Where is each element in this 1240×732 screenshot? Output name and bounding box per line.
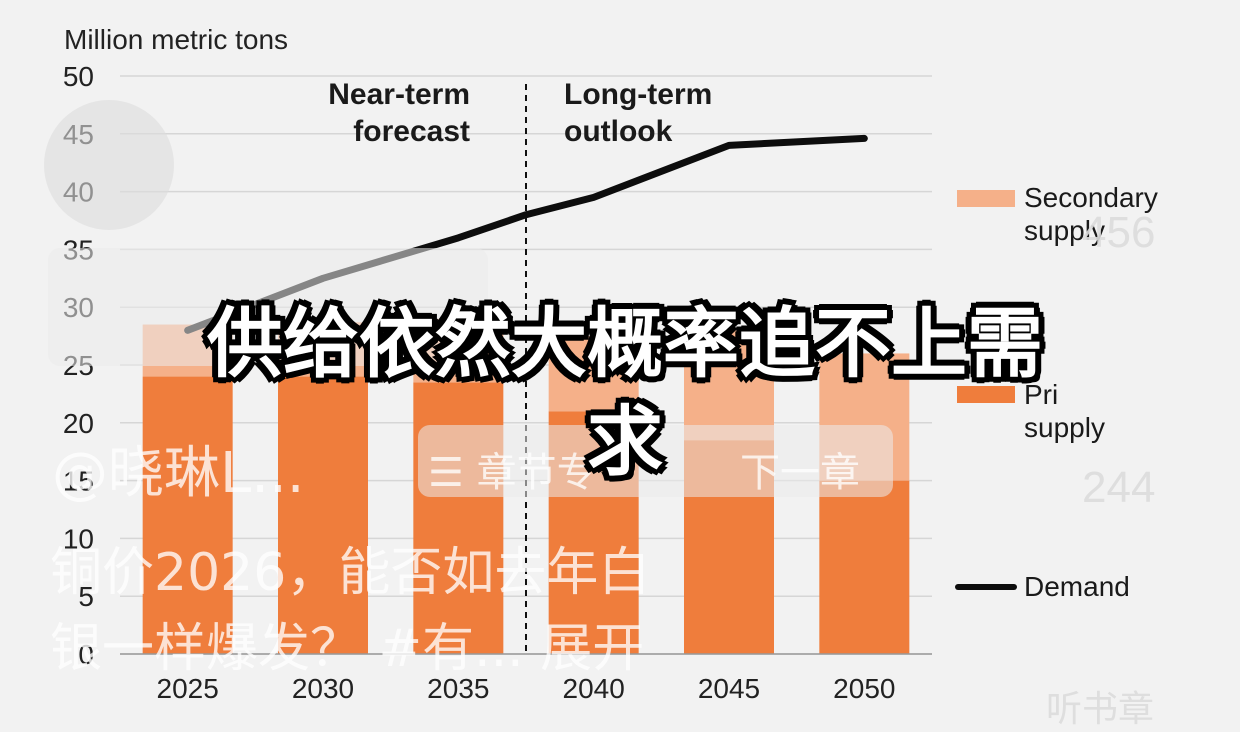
legend-primary-swatch [957,386,1015,403]
y-tick-label: 50 [63,61,94,92]
legend-demand-swatch [955,584,1017,590]
y-tick-label: 5 [78,581,94,612]
x-tick-label: 2035 [427,673,489,704]
like-count: 456 [1082,208,1156,257]
long-term-line1: Long-term [564,78,713,111]
chart-screen: 0510152025303540455020252030203520402045… [44,24,1160,729]
caption-line2: 求 [587,397,663,486]
long-term-label: Long-term outlook [564,76,712,150]
bar-primary-supply [278,376,368,654]
bar-primary-supply [142,376,233,654]
y-tick-label: 20 [63,408,94,439]
near-term-line1: Near-term [328,78,470,111]
bar-secondary-supply [548,336,639,412]
near-term-line2: forecast [353,115,470,148]
bar-primary-supply [819,480,910,654]
y-tick-label: 15 [63,466,94,497]
legend-primary-line1: Pri [1024,379,1059,410]
long-term-line2: outlook [564,115,673,148]
legend-secondary-swatch [957,190,1015,207]
x-tick-label: 2050 [833,673,895,704]
caption-line1: 供给依然大概率追不上需 [207,299,1043,388]
x-tick-label: 2030 [292,673,354,704]
x-tick-label: 2045 [698,673,760,704]
panel-ghost [48,248,488,366]
video-caption: 供给依然大概率追不上需 求 [90,295,1160,491]
comment-count: 244 [1082,463,1156,512]
legend-demand-label: Demand [1024,571,1130,602]
avatar-ghost [44,100,174,230]
listen-chapter-label[interactable]: 听书章 [1046,688,1155,729]
y-tick-label: 10 [63,523,94,554]
legend-secondary-line2: supply [1024,215,1105,246]
y-tick-label: 0 [78,639,94,670]
ghost-next-chapter-button[interactable]: 下一章 [740,450,860,496]
ghost-author: @晓琳L... [52,441,305,506]
x-tick-label: 2025 [157,673,219,704]
near-term-label: Near-term forecast [328,76,470,150]
chapter-bar-ghost [418,425,893,497]
legend-secondary-label: Secondary supply [1024,181,1158,247]
x-tick-label: 2040 [563,673,625,704]
legend-secondary-line1: Secondary [1024,182,1158,213]
ghost-title-line2[interactable]: 银一样爆发？ #有... 展开 [50,619,645,679]
legend-primary-line2: supply [1024,412,1105,443]
ghost-title-line1: 铜价2026，能否如去年白 [50,543,651,603]
legend-primary-label: Pri supply [1024,378,1105,444]
ghost-chapter-button[interactable]: ☰ 章节专 [428,450,597,496]
bar-secondary-supply [684,330,774,441]
y-axis-label: Million metric tons [64,24,289,55]
